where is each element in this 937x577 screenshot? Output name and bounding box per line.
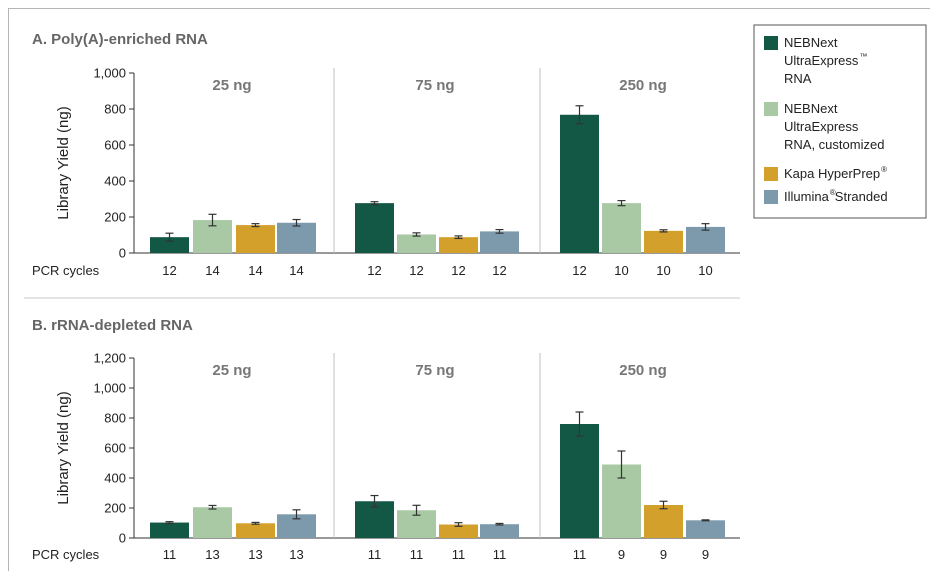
y-tick-label: 1,200 (93, 351, 126, 366)
legend-label: UltraExpress (784, 119, 859, 134)
legend-label: RNA, customized (784, 137, 884, 152)
legend-swatch-ultraexpress (764, 36, 778, 50)
bar-illumina (480, 524, 519, 538)
legend-label-rest: Stranded (835, 189, 888, 204)
pcr-cycle-value: 13 (205, 547, 219, 562)
pcr-cycle-value: 12 (409, 263, 423, 278)
chart-panel-b: B. rRNA-depleted RNA Library Yield (ng) 0 2… (32, 317, 740, 562)
pcr-cycle-value: 14 (248, 263, 262, 278)
group-title: 250 ng (619, 77, 667, 94)
bar-illumina (480, 231, 519, 253)
bar-kapa (439, 524, 478, 538)
y-tick-label: 0 (119, 246, 126, 261)
legend-label: NEBNext (784, 35, 838, 50)
group-title: 75 ng (415, 362, 454, 379)
bar-ultraexpress_custom (602, 203, 641, 253)
pcr-cycle-value: 13 (289, 547, 303, 562)
pcr-cycle-value: 9 (618, 547, 625, 562)
legend-swatch-illumina (764, 190, 778, 204)
bar-ultraexpress_custom (193, 507, 232, 538)
y-tick-label: 800 (104, 411, 126, 426)
y-axis-label: Library Yield (ng) (55, 106, 72, 219)
bar-ultraexpress (560, 424, 599, 538)
legend-box (753, 24, 927, 219)
y-tick-label: 400 (104, 471, 126, 486)
group-title: 25 ng (212, 362, 251, 379)
pcr-cycle-value: 11 (452, 547, 466, 562)
y-tick-label: 600 (104, 441, 126, 456)
pcr-cycle-value: 12 (367, 263, 381, 278)
legend-swatch-ultraexpress_custom (764, 102, 778, 116)
legend-swatch-kapa (764, 167, 778, 181)
pcr-cycle-value: 13 (248, 547, 262, 562)
legend-superscript: ™ (859, 52, 867, 61)
pcr-cycles-label: PCR cycles (32, 547, 100, 562)
pcr-cycle-value: 11 (573, 547, 587, 562)
pcr-cycle-value: 9 (702, 547, 709, 562)
pcr-cycles-label: PCR cycles (32, 263, 100, 278)
pcr-cycle-value: 9 (660, 547, 667, 562)
bar-ultraexpress (150, 522, 189, 538)
bar-ultraexpress_custom (397, 234, 436, 253)
bar-ultraexpress (560, 114, 599, 253)
pcr-cycle-value: 10 (614, 263, 628, 278)
pcr-cycle-value: 11 (493, 547, 507, 562)
legend: NEBNext UltraExpress RNA ™ NEBNext UltraExpre… (753, 24, 927, 219)
pcr-cycle-value: 11 (410, 547, 424, 562)
pcr-cycle-value: 12 (572, 263, 586, 278)
bar-kapa (644, 230, 683, 253)
pcr-cycle-value: 10 (698, 263, 712, 278)
y-tick-label: 1,000 (93, 381, 126, 396)
pcr-cycle-value: 11 (368, 547, 382, 562)
y-tick-label: 600 (104, 138, 126, 153)
bar-kapa (236, 523, 275, 538)
bar-illumina (686, 226, 725, 253)
y-axis-label: Library Yield (ng) (55, 391, 72, 504)
figure-border (8, 8, 930, 571)
y-tick-label: 200 (104, 501, 126, 516)
pcr-cycle-value: 11 (163, 547, 177, 562)
pcr-cycle-value: 14 (205, 263, 219, 278)
legend-label: Illumina (784, 189, 830, 204)
pcr-cycle-value: 12 (492, 263, 506, 278)
pcr-cycle-value: 12 (451, 263, 465, 278)
y-tick-label: 1,000 (93, 66, 126, 81)
bar-kapa (439, 237, 478, 253)
bar-illumina (686, 520, 725, 538)
panel-title: A. Poly(A)-enriched RNA (32, 31, 208, 48)
bar-illumina (277, 514, 316, 538)
panel-title: B. rRNA-depleted RNA (32, 317, 193, 334)
pcr-cycle-value: 14 (289, 263, 303, 278)
group-title: 25 ng (212, 77, 251, 94)
y-tick-label: 200 (104, 210, 126, 225)
chart-panel-a: A. Poly(A)-enriched RNA Library Yield (ng… (32, 31, 740, 278)
bar-kapa (236, 225, 275, 253)
legend-label: RNA (784, 71, 812, 86)
bar-ultraexpress (150, 237, 189, 253)
pcr-cycle-value: 12 (162, 263, 176, 278)
pcr-cycle-value: 10 (656, 263, 670, 278)
bar-kapa (644, 505, 683, 538)
group-title: 75 ng (415, 77, 454, 94)
bar-illumina (277, 222, 316, 253)
y-tick-label: 400 (104, 174, 126, 189)
legend-label: Kapa HyperPrep (784, 166, 880, 181)
y-tick-label: 800 (104, 102, 126, 117)
legend-superscript: ® (830, 188, 836, 197)
legend-superscript: ® (881, 165, 887, 174)
bar-ultraexpress (355, 203, 394, 253)
legend-label: NEBNext (784, 101, 838, 116)
group-title: 250 ng (619, 362, 667, 379)
y-tick-label: 0 (119, 531, 126, 546)
legend-label: UltraExpress (784, 53, 859, 68)
